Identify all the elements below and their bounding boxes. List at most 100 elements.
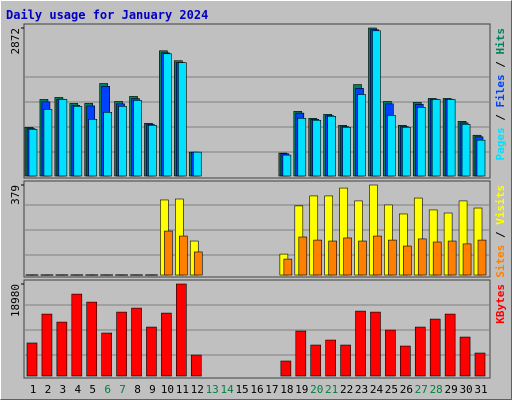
bar [358,240,367,276]
bar [414,326,426,377]
bar [29,274,39,276]
bar [461,124,471,177]
bar [26,342,38,377]
x-tick-label: 2 [45,383,52,396]
x-tick-label: 20 [310,383,323,396]
bar [462,243,472,276]
bar [43,109,53,177]
x-tick-label: 13 [206,383,219,396]
bar [403,245,412,276]
bar [388,239,397,276]
bar [58,99,68,177]
legend-separator: / [494,55,507,75]
bar [88,119,98,177]
bar [357,94,366,177]
bar [372,30,381,177]
bar [474,352,486,377]
x-tick-label: 19 [295,383,308,396]
panel-frame [23,180,491,278]
x-tick-label: 11 [176,383,189,396]
bar [373,235,382,276]
legend: KBytes [494,284,507,324]
bar [28,129,38,177]
bar [282,154,292,177]
bar [119,274,128,276]
x-tick-label: 25 [385,383,398,396]
y-tick-label: 2872 [9,28,22,55]
x-tick-label: 26 [400,383,413,396]
bar [340,344,351,377]
x-tick-label: 28 [430,383,443,396]
x-tick-label: 3 [60,383,67,396]
bar [190,354,202,377]
legend: Sites / Visits [494,185,507,278]
bar [416,107,426,177]
bar [74,274,84,276]
bar [86,301,98,377]
bar [73,106,83,177]
x-tick-label: 9 [149,383,156,396]
legend-entry: Files [494,74,507,107]
bar [446,99,456,177]
legend-entry: KBytes [494,284,507,324]
bar [327,116,336,177]
bar [41,313,53,377]
bar [297,118,307,177]
x-tick-label: 18 [280,383,293,396]
legend-entry: Hits [494,28,507,55]
x-tick-label: 21 [325,383,338,396]
legend-entry: Visits [494,185,507,225]
bar [164,230,173,276]
bar [342,127,351,177]
bar [118,106,127,177]
bar [176,283,187,377]
bar [295,330,307,377]
bar [149,274,158,276]
bar [179,235,188,276]
legend-separator: / [494,225,507,245]
x-tick-label: 29 [445,383,458,396]
bar [385,329,396,377]
bar [429,318,441,377]
x-tick-label: 1 [30,383,37,396]
x-tick-label: 6 [104,383,111,396]
bar [328,240,337,276]
bar [343,237,352,276]
bar [280,360,292,377]
bar [459,336,471,377]
bar [178,62,187,177]
bar [56,321,68,377]
legend: Pages / Files / Hits [494,28,507,161]
x-tick-label: 14 [221,383,235,396]
bar [312,119,322,177]
bar [310,344,322,377]
bar [355,310,366,377]
bar [387,115,396,177]
bar [431,99,441,177]
x-tick-label: 30 [459,383,472,396]
bar [71,293,83,377]
y-tick-label: 379 [9,185,22,205]
legend-entry: Sites [494,245,507,278]
bar [477,239,487,276]
chart-title: Daily usage for January 2024 [6,8,208,22]
bar [148,124,157,177]
x-tick-label: 15 [235,383,248,396]
x-tick-label: 24 [370,383,384,396]
y-tick-label: 18980 [9,284,22,317]
bar [417,238,427,276]
x-tick-label: 22 [340,383,353,396]
bar [447,240,457,276]
x-tick-label: 16 [250,383,263,396]
bar [161,312,172,377]
x-tick-label: 8 [134,383,141,396]
bar [134,274,143,276]
x-tick-label: 10 [161,383,174,396]
bar [370,311,381,377]
bar [298,236,308,276]
bar [44,274,54,276]
bar [104,274,113,276]
bar [59,274,69,276]
